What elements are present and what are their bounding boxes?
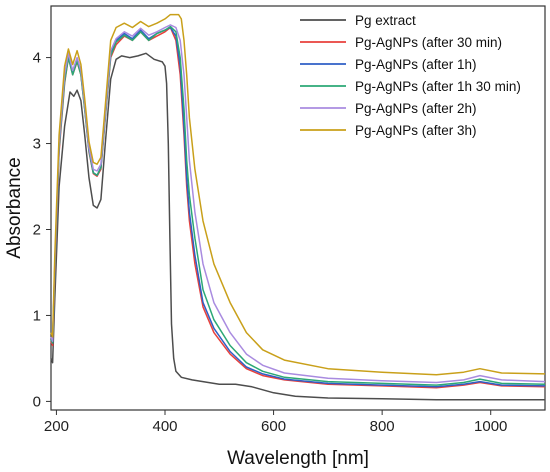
x-tick-label: 400	[152, 418, 177, 435]
legend: Pg extract Pg-AgNPs (after 30 min) Pg-AgNP…	[300, 13, 521, 138]
legend-label-6: Pg-AgNPs (after 3h)	[355, 123, 477, 138]
y-tick-label: 1	[33, 307, 41, 324]
x-tick-label: 600	[261, 418, 286, 435]
series-line-4	[50, 25, 546, 386]
legend-label-1: Pg extract	[355, 13, 416, 28]
x-axis: 200 400 600 800 1000	[44, 410, 507, 435]
series-line-6	[50, 13, 546, 376]
y-tick-label: 4	[33, 50, 41, 67]
y-axis: 0 1 2 3 4	[33, 50, 51, 410]
legend-label-3: Pg-AgNPs (after 1h)	[355, 57, 477, 72]
y-tick-label: 3	[33, 136, 41, 153]
legend-label-4: Pg-AgNPs (after 1h 30 min)	[355, 79, 521, 94]
y-tick-label: 2	[33, 221, 41, 238]
series-layer	[50, 13, 546, 401]
x-axis-title: Wavelength [nm]	[227, 448, 369, 469]
legend-label-5: Pg-AgNPs (after 2h)	[355, 101, 477, 116]
y-tick-label: 0	[33, 393, 41, 410]
plot-frame	[50, 5, 546, 411]
x-tick-label: 200	[44, 418, 69, 435]
series-line-1	[50, 52, 545, 401]
x-tick-label: 800	[370, 418, 395, 435]
y-axis-title: Absorbance	[4, 157, 25, 258]
x-tick-label: 1000	[474, 418, 507, 435]
series-line-5	[50, 24, 546, 384]
legend-label-2: Pg-AgNPs (after 30 min)	[355, 35, 502, 50]
